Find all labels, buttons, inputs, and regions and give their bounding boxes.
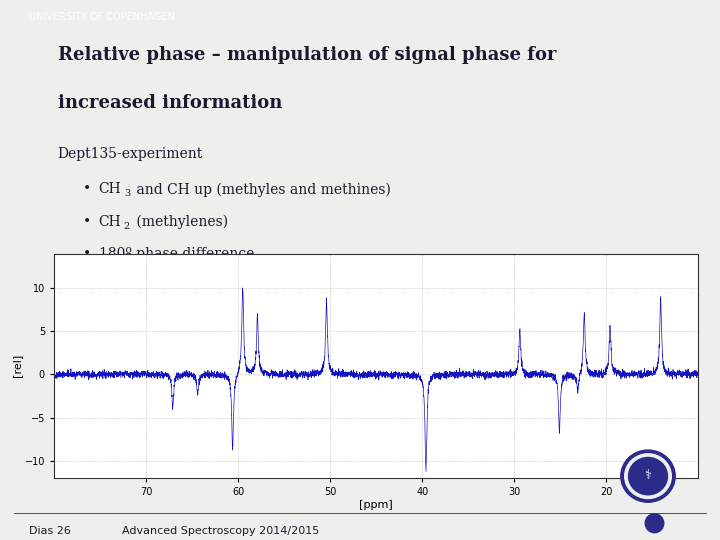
Text: CH: CH bbox=[99, 182, 121, 196]
Text: (methylenes): (methylenes) bbox=[132, 215, 228, 229]
Text: CH: CH bbox=[99, 215, 121, 229]
Circle shape bbox=[625, 454, 671, 498]
Text: •: • bbox=[83, 182, 91, 196]
Text: Relative phase – manipulation of signal phase for: Relative phase – manipulation of signal … bbox=[58, 46, 556, 64]
X-axis label: [ppm]: [ppm] bbox=[359, 500, 393, 510]
Text: Dias 26: Dias 26 bbox=[29, 526, 71, 536]
Circle shape bbox=[645, 514, 664, 532]
Text: increased information: increased information bbox=[58, 93, 282, 112]
Text: •: • bbox=[83, 247, 91, 261]
Text: 3: 3 bbox=[124, 189, 130, 198]
Circle shape bbox=[629, 457, 667, 495]
Text: Advanced Spectroscopy 2014/2015: Advanced Spectroscopy 2014/2015 bbox=[122, 526, 320, 536]
Text: 2: 2 bbox=[124, 221, 130, 231]
Text: •: • bbox=[83, 215, 91, 229]
Circle shape bbox=[621, 450, 675, 502]
Text: and CH up (methyles and methines): and CH up (methyles and methines) bbox=[132, 182, 391, 197]
Text: Dept135-experiment: Dept135-experiment bbox=[58, 147, 203, 161]
Text: UNIVERSITY OF COPENHAGEN: UNIVERSITY OF COPENHAGEN bbox=[29, 12, 175, 22]
Text: 180º phase difference: 180º phase difference bbox=[99, 247, 254, 261]
Text: ⚕: ⚕ bbox=[644, 469, 652, 482]
Y-axis label: [rel]: [rel] bbox=[12, 354, 22, 377]
